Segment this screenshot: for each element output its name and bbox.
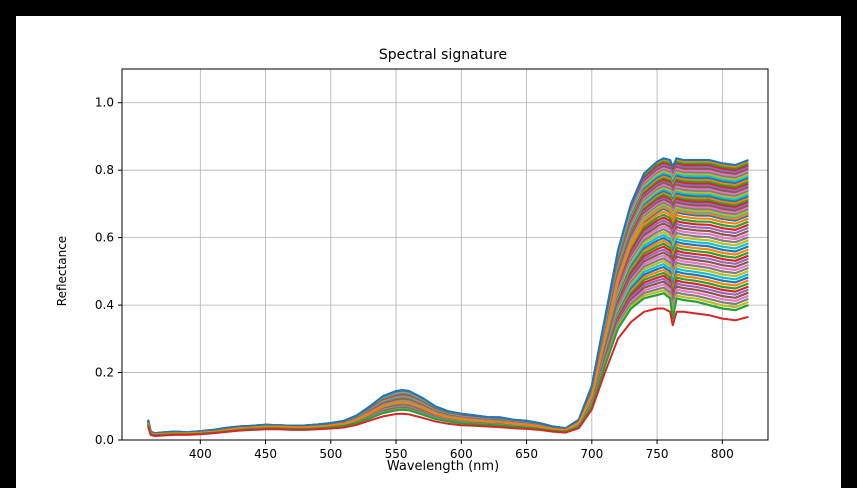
band-line [147,260,749,436]
plot-frame [121,68,769,441]
band-spectra [147,157,749,437]
x-tick-label: 550 [385,447,408,461]
chart-title: Spectral signature [379,47,507,63]
series-line [147,307,749,437]
y-axis-label: Reflectance [55,236,69,306]
y-tick-label: 1.0 [95,96,114,110]
spectral-chart: 400 450 500 550 600 650 700 750 800 0.0 0.2 0.4 0.6 0… [55,47,769,474]
x-tick-label: 650 [515,447,538,461]
x-tick-label: 400 [189,447,212,461]
x-tick-label: 600 [450,447,473,461]
y-tick-label: 0.4 [95,298,114,312]
series-line [147,157,749,435]
x-tick-label: 800 [711,447,734,461]
y-tick-label: 0.2 [95,366,114,380]
tick-labels: 400 450 500 550 600 650 700 750 800 0.0 0.2 0.4 0.6 0… [95,96,734,461]
chart-figure: 400 450 500 550 600 650 700 750 800 0.0 0.2 0.4 0.6 0… [16,16,841,488]
axes [121,68,769,441]
band-line [147,257,749,436]
series-line [147,206,749,436]
y-tick-label: 0.6 [95,231,114,245]
x-tick-label: 700 [580,447,603,461]
y-tick-label: 0.8 [95,163,114,177]
x-tick-label: 750 [646,447,669,461]
y-tick-label: 0.0 [95,433,114,447]
x-tick-label: 450 [254,447,277,461]
series-lines [147,157,749,437]
band-line [147,236,749,436]
band-line [147,216,749,436]
x-axis-label: Wavelength (nm) [387,459,499,474]
x-tick-label: 500 [319,447,342,461]
